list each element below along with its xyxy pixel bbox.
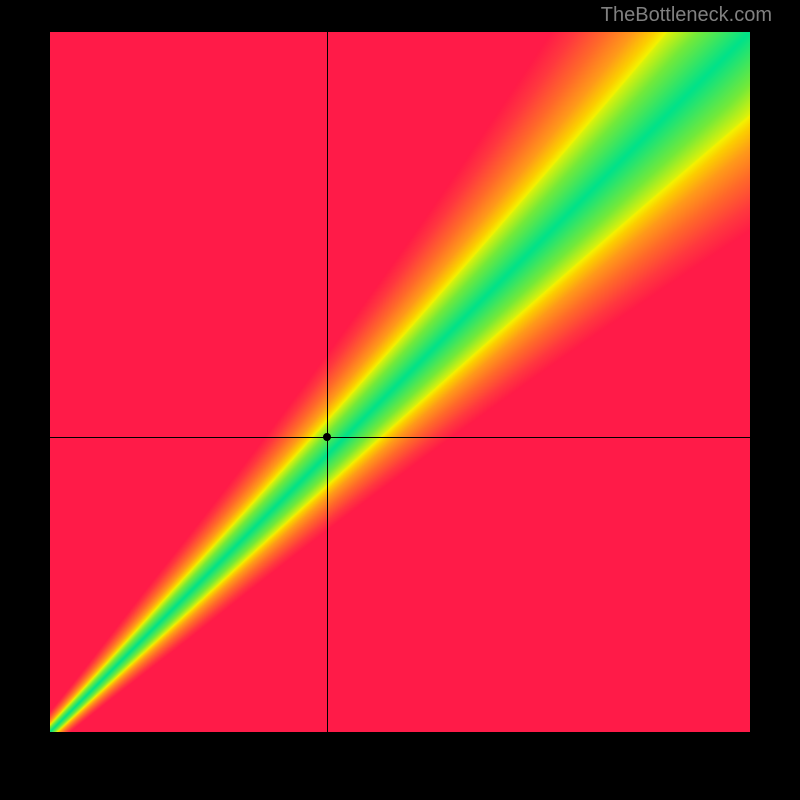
watermark-text: TheBottleneck.com [601,4,772,27]
chart-container: TheBottleneck.com [0,0,800,800]
heatmap-canvas [50,32,750,732]
plot-area [50,32,750,732]
